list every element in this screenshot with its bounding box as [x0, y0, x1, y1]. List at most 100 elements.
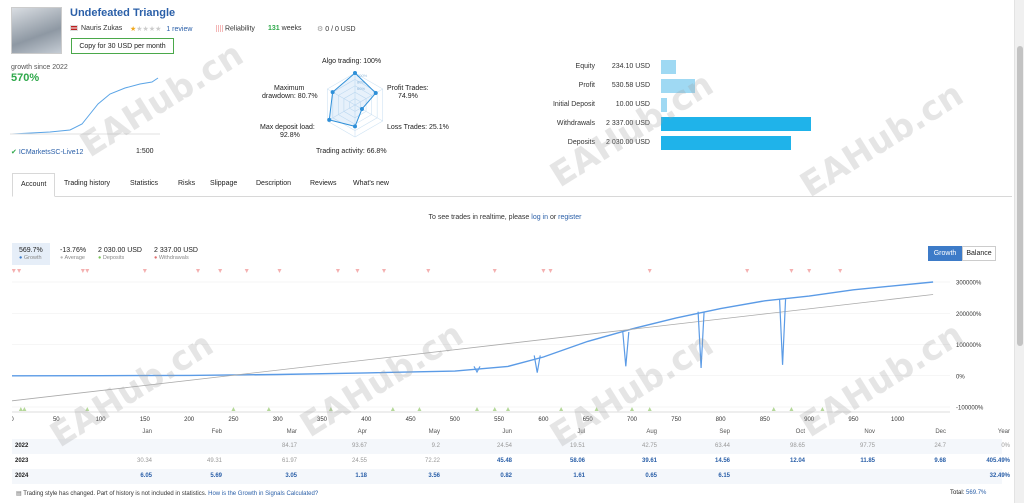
month-header: Feb [211, 429, 222, 435]
radar-axis [327, 104, 356, 122]
legend-item[interactable]: 2 337.00 USD ● Withdrawals [154, 247, 198, 261]
weeks: 131 weeks [268, 25, 302, 32]
month-cell[interactable]: 0.65 [645, 473, 657, 479]
month-cell[interactable]: 6.05 [140, 473, 152, 479]
month-cell[interactable]: 58.06 [569, 458, 585, 464]
month-cell[interactable]: 1.61 [573, 473, 585, 479]
month-cell[interactable]: 9.2 [431, 443, 440, 449]
stat-value: 530.58 USD [611, 82, 650, 89]
scrollbar[interactable] [1014, 0, 1024, 503]
table-header-row: Jan Feb Mar Apr May Jun Jul Aug Sep Oct Nov Dec Year [12, 425, 1010, 440]
month-cell[interactable]: 93.67 [351, 443, 367, 449]
realtime-notice: To see trades in realtime, please log in… [428, 214, 582, 221]
deposit-marker [85, 407, 90, 411]
register-link[interactable]: register [558, 214, 582, 221]
legend-item[interactable]: 569.7% ● Growth [19, 247, 43, 261]
withdrawal-marker [492, 269, 497, 273]
year-cell: 2022 [15, 443, 29, 449]
radar-point [359, 107, 364, 112]
withdrawal-marker [541, 269, 546, 273]
avatar[interactable] [11, 7, 62, 54]
x-tick-label: 0 [12, 417, 14, 423]
deposit-marker [328, 407, 333, 411]
withdrawal-marker [80, 269, 85, 273]
month-cell[interactable]: 11.85 [860, 458, 875, 464]
deposit-marker [417, 407, 422, 411]
tab-trading-history[interactable]: Trading history [64, 180, 111, 187]
radar-profit-value: 74.9% [398, 93, 418, 100]
deposit-marker [820, 407, 825, 411]
reviews-link[interactable]: 1 review [166, 26, 193, 33]
balance-button[interactable]: Balance [962, 246, 996, 261]
month-cell[interactable]: 12.04 [789, 458, 805, 464]
legend-value: 2 030.00 USD [98, 247, 142, 254]
month-cell[interactable]: 24.7 [934, 443, 946, 449]
growth-since-label: growth since 2022 [11, 64, 68, 71]
month-cell[interactable]: 3.56 [428, 473, 440, 479]
month-cell[interactable]: 14.56 [714, 458, 730, 464]
month-cell[interactable]: 49.31 [206, 458, 222, 464]
growth-calc-link[interactable]: How is the Growth in Signals Calculated? [208, 491, 319, 497]
flag-icon [70, 25, 78, 32]
x-tick-label: 550 [494, 417, 505, 423]
copy-button[interactable]: Copy for 30 USD per month [71, 38, 174, 54]
month-cell[interactable]: 30.34 [136, 458, 152, 464]
month-cell[interactable]: 5.69 [210, 473, 222, 479]
signal-title[interactable]: Undefeated Triangle [70, 7, 176, 19]
leverage: 1:500 [136, 148, 154, 155]
legend-dot-icon: ● [154, 255, 159, 261]
radar-deposit-value: 92.8% [280, 132, 300, 139]
tab-slippage[interactable]: Slippage [210, 180, 238, 187]
legend-item[interactable]: -13.76% ● Average [60, 247, 86, 261]
broker[interactable]: ✔ ICMarketsSC-Live12 [11, 149, 84, 156]
month-cell[interactable]: 42.75 [641, 443, 657, 449]
month-cell[interactable]: 39.61 [641, 458, 657, 464]
x-tick-label: 100 [96, 417, 107, 423]
author-name[interactable]: Nauris Zukas [81, 25, 123, 32]
author[interactable]: Nauris Zukas [70, 25, 122, 32]
month-cell[interactable]: 45.48 [496, 458, 512, 464]
legend-label: ● Deposits [98, 255, 125, 261]
tab-what-s-new[interactable]: What's new [353, 180, 389, 187]
month-cell[interactable]: 405.49% [986, 458, 1010, 464]
month-cell[interactable]: 0% [1001, 443, 1010, 449]
login-link[interactable]: log in [531, 214, 548, 221]
deposit-marker [771, 407, 776, 411]
month-cell[interactable]: 97.75 [859, 443, 875, 449]
month-cell[interactable]: 98.65 [789, 443, 805, 449]
radar-point [330, 90, 335, 95]
month-cell[interactable]: 19.51 [569, 443, 585, 449]
tab-statistics[interactable]: Statistics [130, 180, 159, 187]
month-cell[interactable]: 61.97 [281, 458, 297, 464]
growth-chart[interactable]: 300000% 200000% 100000% 0% -100000% 0 50 100 150… [12, 266, 1008, 426]
month-header: Year [997, 429, 1010, 435]
month-cell[interactable]: 6.15 [718, 473, 730, 479]
withdrawal-marker [277, 269, 282, 273]
growth-button[interactable]: Growth [928, 246, 962, 261]
month-cell[interactable]: 0.82 [500, 473, 512, 479]
stat-bar [661, 98, 667, 112]
month-cell[interactable]: 63.44 [714, 443, 730, 449]
month-cell[interactable]: 9.68 [934, 458, 946, 464]
month-cell[interactable]: 24.55 [351, 458, 367, 464]
tab-reviews[interactable]: Reviews [310, 180, 337, 187]
radar-point [353, 71, 357, 75]
tab-account[interactable]: Account [12, 173, 56, 197]
deposit-marker [231, 407, 236, 411]
month-cell[interactable]: 84.17 [281, 443, 297, 449]
legend-item[interactable]: 2 030.00 USD ● Deposits [98, 247, 142, 261]
month-header: Jun [502, 429, 512, 435]
tab-description[interactable]: Description [256, 180, 292, 187]
month-cell[interactable]: 24.54 [496, 443, 512, 449]
growth-value: 570% [11, 72, 40, 84]
tab-risks[interactable]: Risks [178, 180, 196, 187]
month-cell[interactable]: 3.05 [285, 473, 297, 479]
check-icon: ✔ [11, 149, 17, 156]
month-cell[interactable]: 72.22 [424, 458, 440, 464]
month-cell[interactable]: 32.49% [989, 473, 1010, 479]
month-cell[interactable]: 1.18 [355, 473, 367, 479]
scrollbar-thumb[interactable] [1017, 46, 1023, 346]
deposit-marker [266, 407, 271, 411]
info-icon: ▤ [16, 491, 22, 497]
radar-point [327, 117, 332, 122]
